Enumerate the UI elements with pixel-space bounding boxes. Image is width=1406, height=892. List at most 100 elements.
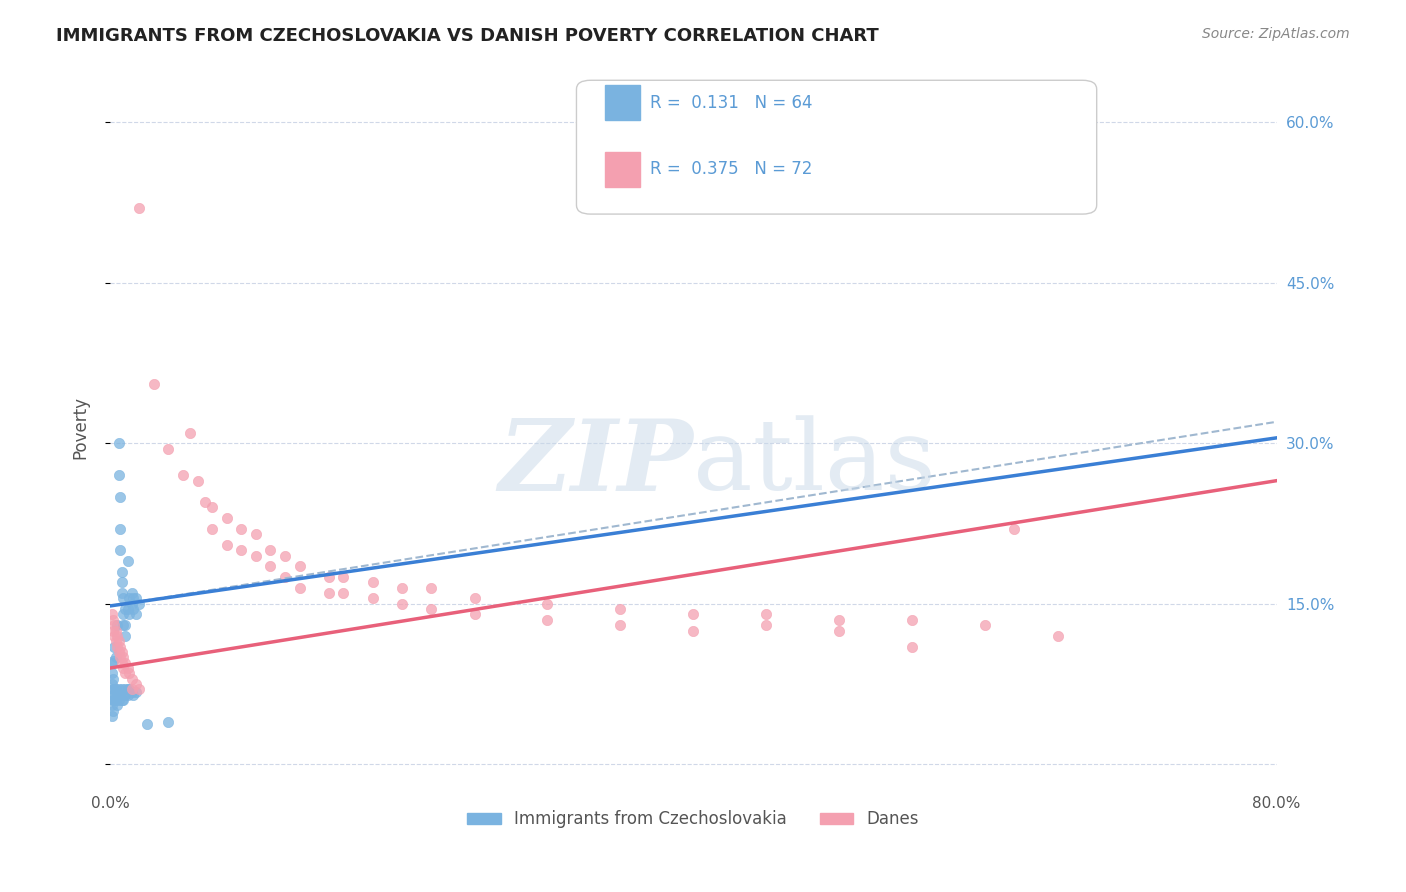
Point xyxy=(104,634,127,648)
Point xyxy=(105,618,128,632)
Point xyxy=(118,591,141,606)
Point xyxy=(103,629,125,643)
Point xyxy=(135,716,157,731)
Point xyxy=(215,538,238,552)
Point xyxy=(142,377,165,392)
Point xyxy=(100,709,122,723)
Text: R =  0.131   N = 64: R = 0.131 N = 64 xyxy=(650,94,813,112)
Point xyxy=(111,656,134,670)
Point xyxy=(172,468,194,483)
Point xyxy=(103,693,125,707)
Point xyxy=(419,602,441,616)
Point xyxy=(105,698,128,713)
Point xyxy=(332,586,354,600)
Point xyxy=(111,645,134,659)
Point xyxy=(112,661,135,675)
Point xyxy=(112,618,135,632)
Point xyxy=(157,442,180,456)
Point xyxy=(117,688,139,702)
Point xyxy=(125,684,148,698)
Point xyxy=(110,490,132,504)
Point xyxy=(111,565,134,579)
Point xyxy=(121,672,143,686)
Point xyxy=(609,618,631,632)
Point xyxy=(259,559,281,574)
Point xyxy=(1046,629,1069,643)
Point xyxy=(125,607,148,622)
Point xyxy=(157,714,180,729)
Point xyxy=(112,607,135,622)
Point xyxy=(245,527,267,541)
Point xyxy=(828,624,851,638)
Point xyxy=(101,693,124,707)
Point xyxy=(101,654,124,668)
Point xyxy=(288,559,311,574)
Point xyxy=(105,640,128,654)
Point xyxy=(110,640,132,654)
Point xyxy=(121,684,143,698)
Point xyxy=(201,522,224,536)
Point xyxy=(419,581,441,595)
Point xyxy=(1002,522,1025,536)
Point xyxy=(112,688,135,702)
Point xyxy=(108,468,131,483)
Point xyxy=(112,693,135,707)
Point xyxy=(901,640,924,654)
Point xyxy=(108,693,131,707)
Point xyxy=(361,575,384,590)
Point xyxy=(391,597,413,611)
Point xyxy=(108,436,131,450)
Point xyxy=(274,570,297,584)
Point xyxy=(215,511,238,525)
Point xyxy=(110,522,132,536)
Point xyxy=(104,682,127,697)
Point xyxy=(112,650,135,665)
Point xyxy=(101,613,124,627)
Point xyxy=(755,607,778,622)
Text: Source: ZipAtlas.com: Source: ZipAtlas.com xyxy=(1202,27,1350,41)
Point xyxy=(179,425,201,440)
Point xyxy=(117,682,139,697)
Point xyxy=(536,597,558,611)
Point xyxy=(318,586,340,600)
Point xyxy=(536,613,558,627)
Point xyxy=(110,543,132,558)
Point xyxy=(100,688,122,702)
Point xyxy=(682,624,704,638)
Point xyxy=(111,575,134,590)
Point xyxy=(201,500,224,515)
Point xyxy=(104,624,127,638)
Point xyxy=(128,201,150,215)
Point xyxy=(231,522,253,536)
Point xyxy=(121,586,143,600)
Point xyxy=(274,549,297,563)
Point xyxy=(128,682,150,697)
Point xyxy=(231,543,253,558)
Point xyxy=(114,602,136,616)
Point xyxy=(103,688,125,702)
Point xyxy=(100,607,122,622)
Point xyxy=(108,634,131,648)
Point xyxy=(112,591,135,606)
Point xyxy=(391,581,413,595)
Point xyxy=(103,618,125,632)
Point xyxy=(103,682,125,697)
Point xyxy=(901,613,924,627)
Point xyxy=(114,629,136,643)
Point xyxy=(100,698,122,713)
Text: IMMIGRANTS FROM CZECHOSLOVAKIA VS DANISH POVERTY CORRELATION CHART: IMMIGRANTS FROM CZECHOSLOVAKIA VS DANISH… xyxy=(56,27,879,45)
Point xyxy=(105,688,128,702)
Point xyxy=(101,624,124,638)
Point xyxy=(194,495,217,509)
Point xyxy=(117,661,139,675)
Point xyxy=(122,602,145,616)
Point xyxy=(125,591,148,606)
Point xyxy=(121,682,143,697)
Point xyxy=(259,543,281,558)
Point xyxy=(104,693,127,707)
Point xyxy=(122,688,145,702)
Point xyxy=(117,602,139,616)
Point xyxy=(101,704,124,718)
Point xyxy=(682,607,704,622)
Point xyxy=(118,682,141,697)
